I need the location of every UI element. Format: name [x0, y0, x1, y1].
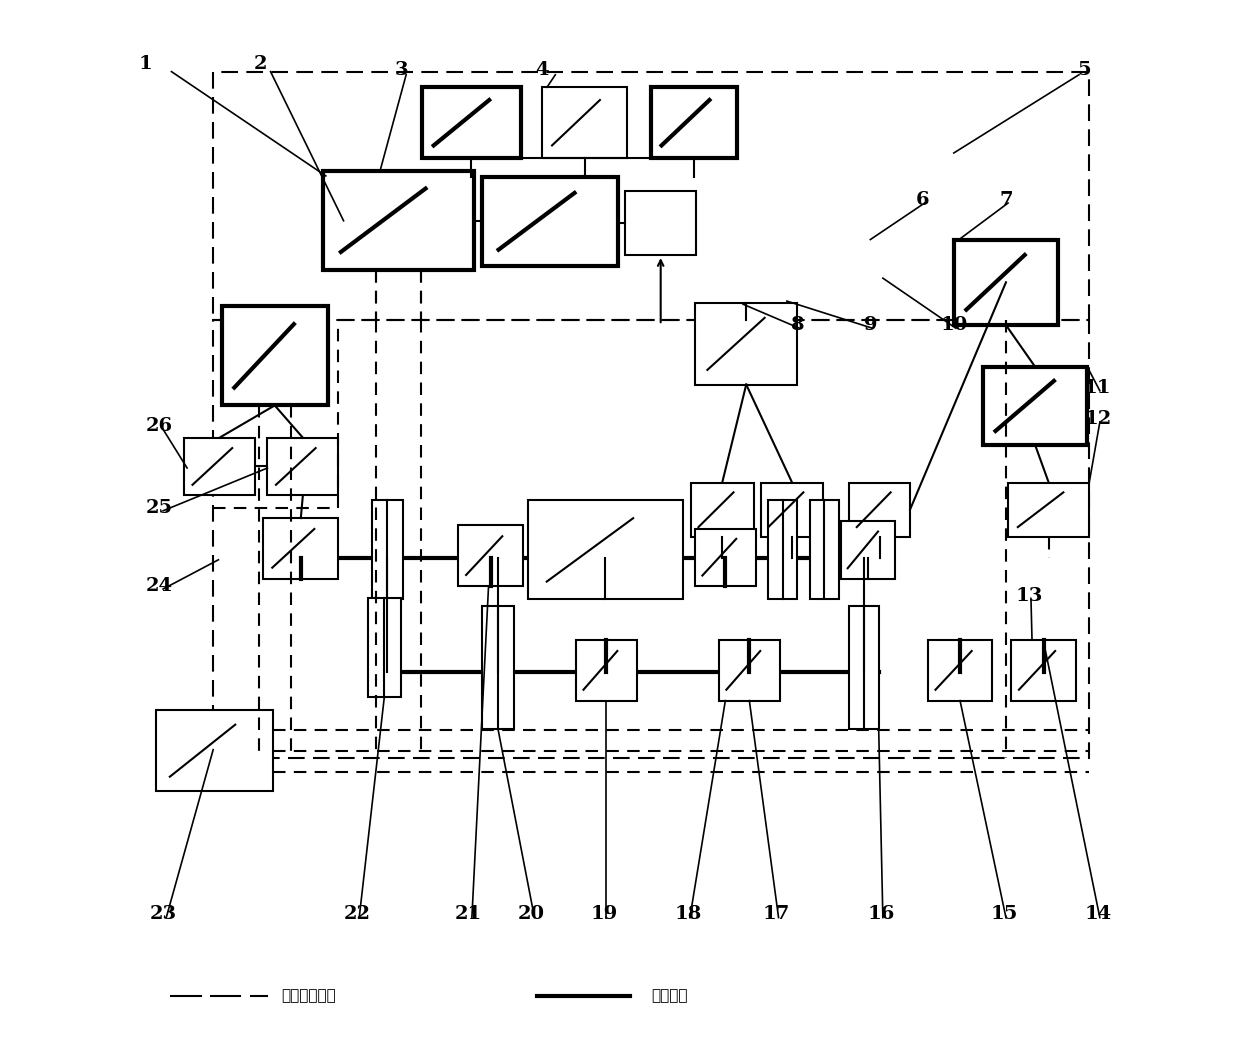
Bar	[983, 367, 1087, 445]
Bar	[1008, 483, 1090, 537]
Bar	[928, 641, 992, 701]
Text: 14: 14	[1084, 906, 1111, 924]
Text: 26: 26	[145, 418, 172, 435]
Text: 16: 16	[867, 906, 894, 924]
Text: 7: 7	[999, 191, 1013, 209]
Bar	[482, 177, 618, 265]
Bar	[841, 521, 895, 578]
Bar	[849, 483, 910, 537]
Bar	[849, 606, 879, 728]
Text: 23: 23	[150, 906, 176, 924]
Text: 控制线路连接: 控制线路连接	[281, 988, 336, 1003]
Text: 2: 2	[253, 55, 267, 73]
Bar	[213, 320, 1090, 758]
Bar	[761, 483, 823, 537]
Text: 4: 4	[534, 60, 548, 78]
Bar	[651, 88, 737, 159]
Text: 24: 24	[145, 577, 172, 595]
Text: 3: 3	[394, 60, 408, 78]
Text: 20: 20	[518, 906, 544, 924]
Bar	[691, 483, 754, 537]
Bar	[322, 171, 474, 270]
Bar	[156, 710, 273, 792]
Text: 21: 21	[455, 906, 482, 924]
Bar	[1011, 641, 1076, 701]
Text: 17: 17	[763, 906, 790, 924]
Text: 19: 19	[590, 906, 618, 924]
Bar	[696, 303, 797, 385]
Text: 18: 18	[675, 906, 702, 924]
Bar	[810, 500, 839, 599]
Text: 机械连接: 机械连接	[651, 988, 688, 1003]
Text: 11: 11	[1084, 378, 1111, 396]
Bar	[422, 88, 521, 159]
Bar	[528, 500, 682, 599]
Text: 25: 25	[145, 499, 172, 517]
Bar	[625, 190, 696, 255]
Text: 5: 5	[1078, 60, 1091, 78]
Bar	[577, 641, 636, 701]
Bar	[459, 525, 523, 586]
Text: 15: 15	[991, 906, 1018, 924]
Text: 13: 13	[1016, 588, 1043, 606]
Bar	[768, 500, 797, 599]
Text: 9: 9	[863, 316, 877, 334]
Text: 8: 8	[791, 316, 804, 334]
Bar	[542, 88, 627, 159]
Bar	[696, 528, 755, 586]
Bar	[184, 438, 255, 495]
Text: 1: 1	[139, 55, 153, 73]
Text: 6: 6	[915, 191, 929, 209]
Text: 12: 12	[1084, 410, 1111, 428]
Bar	[367, 598, 401, 698]
Text: 22: 22	[343, 906, 371, 924]
Bar	[263, 518, 339, 578]
Bar	[222, 307, 327, 406]
Bar	[372, 500, 403, 599]
Bar	[482, 606, 513, 728]
Bar	[954, 240, 1058, 326]
Bar	[213, 72, 1090, 320]
Bar	[268, 438, 339, 495]
Bar	[719, 641, 780, 701]
Text: 10: 10	[940, 316, 967, 334]
